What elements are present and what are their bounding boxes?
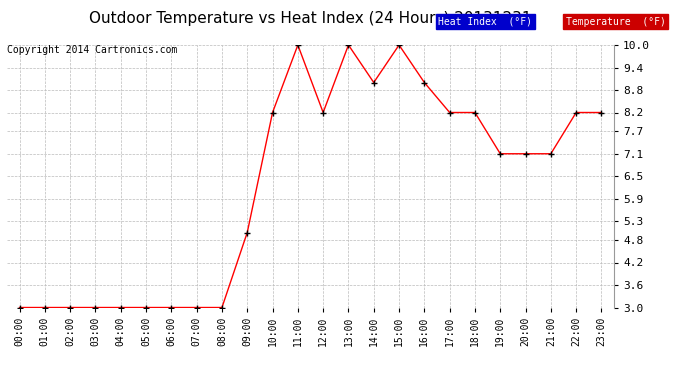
Text: Outdoor Temperature vs Heat Index (24 Hours) 20131231: Outdoor Temperature vs Heat Index (24 Ho… [89, 11, 532, 26]
Text: Heat Index  (°F): Heat Index (°F) [438, 17, 532, 27]
Text: Copyright 2014 Cartronics.com: Copyright 2014 Cartronics.com [7, 45, 177, 55]
Text: Temperature  (°F): Temperature (°F) [566, 17, 666, 27]
